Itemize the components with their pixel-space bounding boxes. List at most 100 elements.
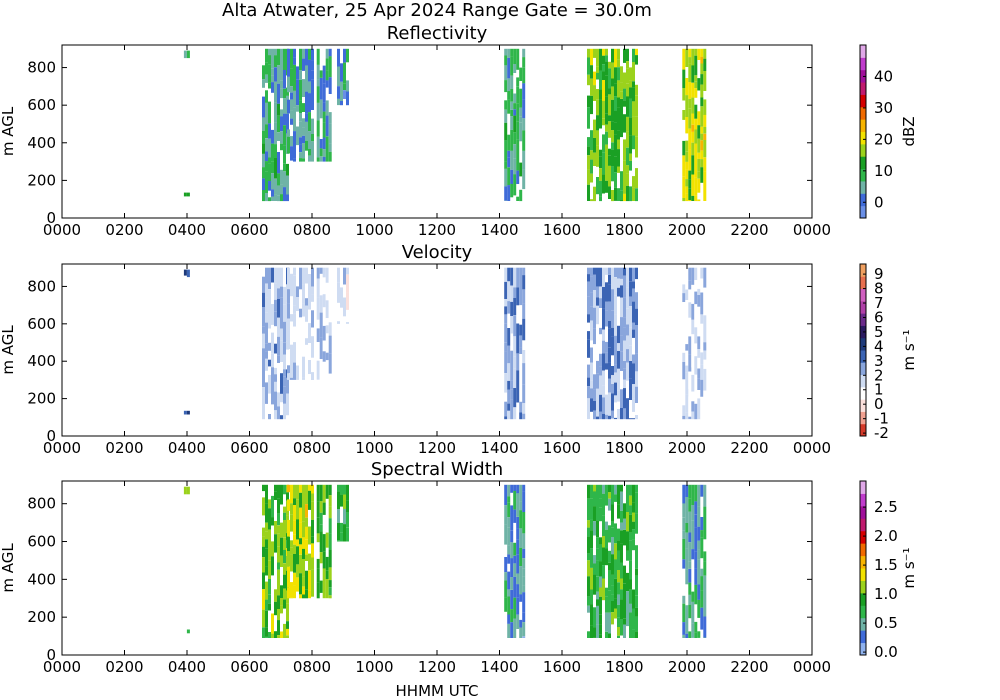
- data-cell: [700, 167, 704, 183]
- data-cell: [587, 520, 590, 528]
- data-cell: [691, 411, 695, 420]
- data-cell: [590, 388, 593, 399]
- data-cell: [316, 517, 320, 534]
- data-cell: [290, 273, 293, 282]
- data-cell: [632, 629, 635, 638]
- data-cell: [611, 375, 614, 384]
- x-tick-label: 0600: [230, 658, 268, 676]
- data-cell: [325, 100, 329, 116]
- data-cell: [623, 388, 626, 409]
- data-cell: [280, 415, 283, 420]
- data-cell: [510, 558, 514, 578]
- data-cell: [290, 296, 293, 315]
- data-cell: [614, 122, 617, 135]
- data-cell: [614, 295, 617, 315]
- data-cell: [596, 305, 599, 325]
- data-cell: [311, 536, 314, 544]
- data-cell: [262, 609, 265, 628]
- data-cell: [593, 400, 596, 411]
- data-cell: [623, 275, 626, 298]
- data-cell: [516, 573, 520, 585]
- data-cell: [280, 328, 283, 341]
- data-cell: [516, 121, 520, 139]
- data-cell: [299, 507, 302, 523]
- data-cell: [629, 495, 632, 506]
- data-cell: [328, 373, 332, 380]
- data-cell: [277, 355, 280, 363]
- data-cell: [325, 318, 329, 326]
- data-cell: [343, 508, 346, 525]
- data-cell: [299, 594, 302, 599]
- data-cell: [262, 557, 265, 573]
- data-cell: [626, 415, 629, 420]
- data-cell: [319, 99, 323, 119]
- data-cell: [682, 88, 686, 101]
- data-cell: [262, 167, 265, 179]
- data-cell: [703, 48, 707, 59]
- data-cell: [328, 112, 332, 124]
- data-cell: [311, 310, 314, 328]
- data-cell: [293, 64, 296, 78]
- data-cell: [608, 633, 611, 638]
- data-cell: [685, 300, 689, 308]
- data-cell: [608, 562, 611, 571]
- data-cell: [504, 281, 508, 299]
- colorbar-swatch: [860, 605, 866, 619]
- data-cell: [614, 598, 617, 609]
- data-cell: [277, 579, 280, 596]
- data-cell: [694, 621, 698, 633]
- data-cell: [599, 168, 602, 181]
- data-cell: [280, 109, 283, 117]
- data-cell: [504, 351, 508, 373]
- data-cell: [682, 634, 686, 638]
- data-cell: [268, 328, 271, 343]
- data-cell: [311, 336, 314, 358]
- data-cell: [682, 538, 686, 560]
- data-cell: [593, 274, 596, 291]
- data-cell: [605, 282, 608, 302]
- data-cell: [605, 55, 608, 62]
- data-cell: [611, 384, 614, 394]
- colorbar-swatch: [860, 288, 866, 302]
- colorbar-swatch: [860, 555, 866, 569]
- data-cell: [293, 342, 296, 363]
- data-cell: [507, 410, 511, 420]
- data-cell: [322, 111, 326, 123]
- data-cell: [587, 377, 590, 387]
- data-cell: [519, 528, 523, 548]
- data-cell: [287, 551, 290, 567]
- data-cell: [268, 549, 271, 561]
- data-cell: [510, 609, 514, 623]
- data-cell: [280, 88, 283, 99]
- panel-title: Spectral Width: [371, 459, 503, 480]
- data-cell: [299, 267, 302, 290]
- data-cell: [308, 267, 311, 274]
- data-cell: [623, 327, 626, 341]
- data-cell: [694, 48, 698, 56]
- data-cell: [340, 484, 343, 495]
- data-cell: [697, 584, 701, 600]
- data-cell: [271, 359, 274, 368]
- data-cell: [516, 388, 520, 403]
- data-cell: [507, 328, 511, 346]
- x-tick-label: 1400: [480, 221, 518, 239]
- data-cell: [691, 267, 695, 285]
- data-cell: [587, 155, 590, 170]
- data-cell: [620, 484, 623, 492]
- data-cell: [186, 192, 190, 197]
- data-cell: [322, 65, 326, 84]
- data-cell: [691, 113, 695, 125]
- data-cell: [513, 336, 517, 357]
- colorbar-swatch: [860, 505, 866, 519]
- x-tick-label: 0200: [105, 221, 143, 239]
- data-cell: [277, 595, 280, 609]
- data-cell: [632, 539, 635, 551]
- data-cell: [617, 139, 620, 150]
- data-cell: [268, 267, 271, 289]
- data-cell: [328, 267, 332, 286]
- data-cell: [614, 608, 617, 619]
- data-cell: [700, 484, 704, 497]
- data-cell: [587, 57, 590, 75]
- data-cell: [697, 368, 701, 378]
